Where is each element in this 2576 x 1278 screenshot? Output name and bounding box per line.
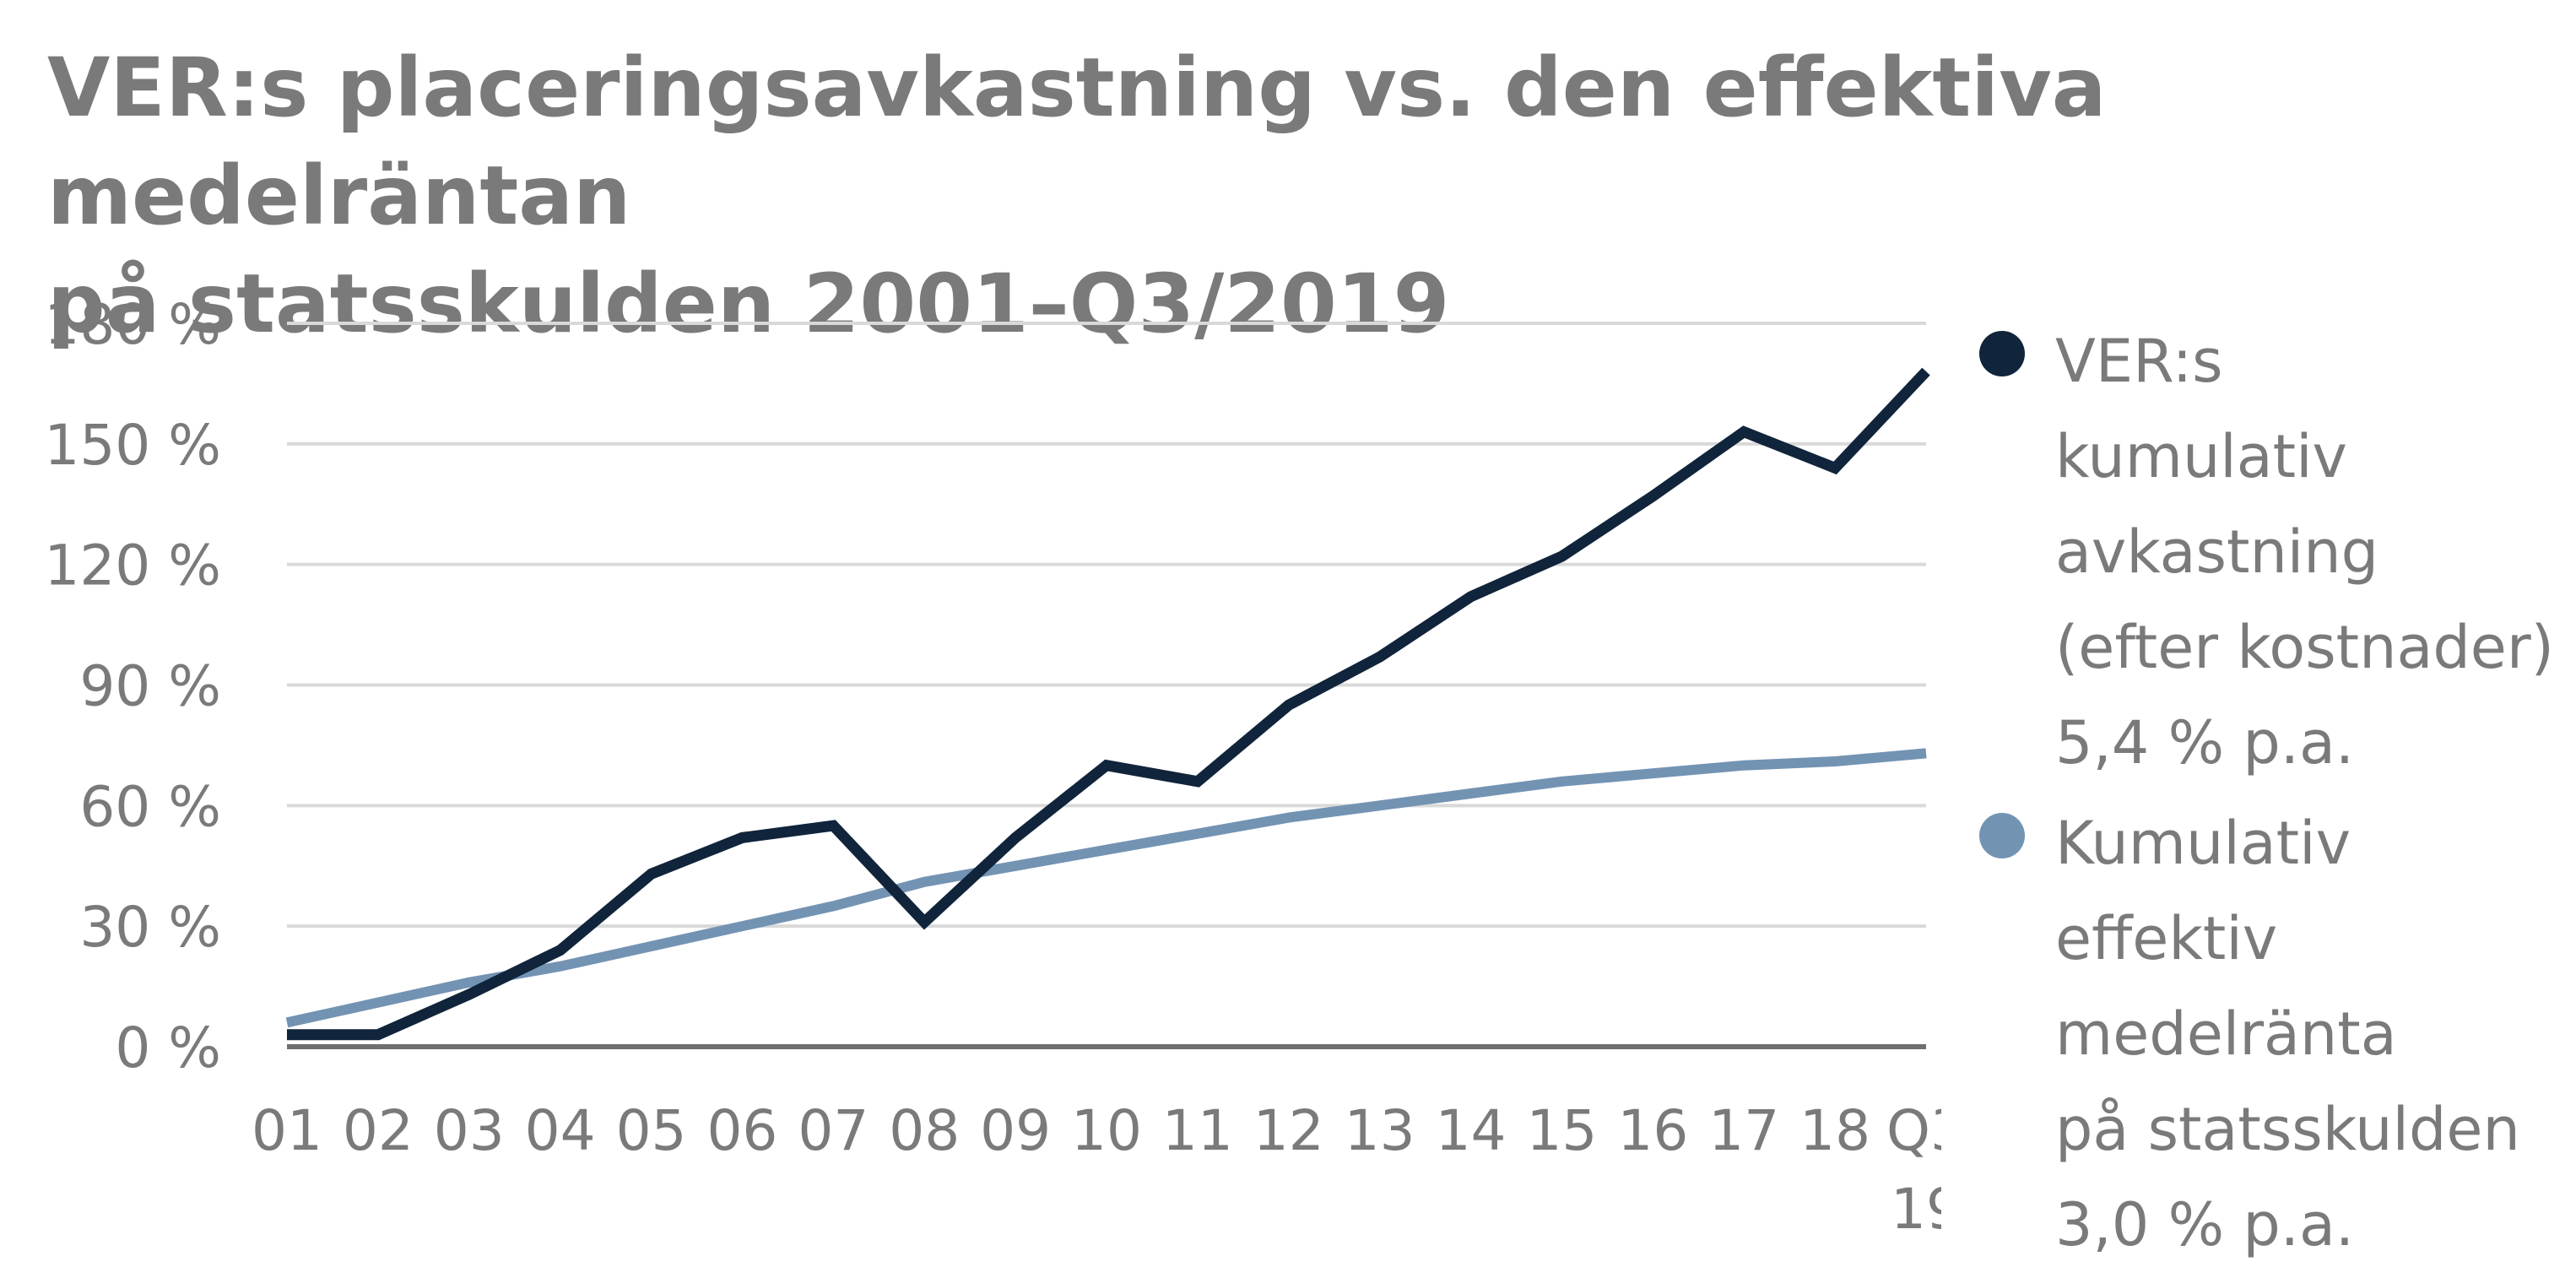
legend-marker-debt-interest xyxy=(1979,813,2025,858)
y-tick-label: 180 % xyxy=(44,292,221,357)
grid-lines xyxy=(287,322,1926,929)
series-lines xyxy=(285,367,1930,1041)
legend-label-line: 3,0 % p.a. xyxy=(2055,1190,2355,1259)
x-tick-label: Q319 xyxy=(1886,1098,1941,1242)
y-tick-label: 30 % xyxy=(79,895,221,960)
y-tick-label: 90 % xyxy=(79,654,221,719)
x-tick-label: 06 xyxy=(706,1098,777,1163)
legend-marker-ver-return xyxy=(1979,331,2025,376)
x-tick-label: 16 xyxy=(1617,1098,1688,1163)
x-tick-label: 03 xyxy=(434,1098,505,1163)
legend: VER:s kumulativ avkastning (efter kostna… xyxy=(1979,314,2570,1278)
x-tick-label: 11 xyxy=(1162,1098,1233,1163)
chart-title: VER:s placeringsavkastning vs. den effek… xyxy=(47,34,2495,358)
legend-label-line: Kumulativ xyxy=(2055,809,2351,878)
chart-title-line-1: VER:s placeringsavkastning vs. den effek… xyxy=(47,41,2107,243)
x-tick-label: 08 xyxy=(889,1098,960,1163)
x-tick-label: 02 xyxy=(343,1098,414,1163)
legend-item-debt-interest: Kumulativ effektiv medelränta på statssk… xyxy=(1979,796,2570,1273)
legend-label-line: effektiv xyxy=(2055,904,2278,973)
y-tick-label: 0 % xyxy=(115,1015,221,1080)
legend-label-line: medelränta xyxy=(2055,999,2397,1069)
x-tick-label: 15 xyxy=(1526,1098,1597,1163)
x-tick-label: 04 xyxy=(525,1098,596,1163)
series-line-2 xyxy=(285,748,1927,1028)
legend-label-line: avkastning xyxy=(2055,517,2379,587)
y-tick-label: 150 % xyxy=(44,413,221,478)
legend-label-line: (efter kostnader) xyxy=(2055,613,2554,682)
x-tick-label: 09 xyxy=(980,1098,1051,1163)
x-tick-label: 07 xyxy=(798,1098,869,1163)
chart-title-line-2: på statsskulden 2001–Q3/2019 xyxy=(47,257,1450,351)
legend-label-line: VER:s xyxy=(2055,327,2223,396)
y-tick-label: 60 % xyxy=(79,774,221,839)
x-tick-label: 01 xyxy=(252,1098,322,1163)
series-line-1 xyxy=(287,367,1930,1041)
legend-label-line: 5,4 % p.a. xyxy=(2055,708,2355,777)
line-chart: 0 %30 %60 %90 %120 %150 %180 % 01 02 03 04 0… xyxy=(44,292,1941,1242)
legend-label-line: på statsskulden xyxy=(2055,1095,2520,1164)
x-tick-label: 17 xyxy=(1708,1098,1779,1163)
x-tick-label: 05 xyxy=(616,1098,687,1163)
legend-item-ver-return: VER:s kumulativ avkastning (efter kostna… xyxy=(1979,314,2570,791)
y-axis-tick-labels: 0 % 30 % 60 % 90 % 120 % 150 % 180 % xyxy=(44,292,221,1080)
x-tick-label: 10 xyxy=(1071,1098,1142,1163)
x-axis-tick-labels: 01 02 03 04 05 06 07 08 09 10 11 12 13 14 15 16 17 18 Q319 xyxy=(252,1098,1941,1242)
x-tick-label: 14 xyxy=(1436,1098,1507,1163)
x-tick-label: 18 xyxy=(1799,1098,1870,1163)
y-tick-label: 120 % xyxy=(44,533,221,598)
x-tick-label: 13 xyxy=(1345,1098,1415,1163)
x-tick-label: 12 xyxy=(1253,1098,1324,1163)
legend-label-line: kumulativ xyxy=(2055,422,2347,491)
